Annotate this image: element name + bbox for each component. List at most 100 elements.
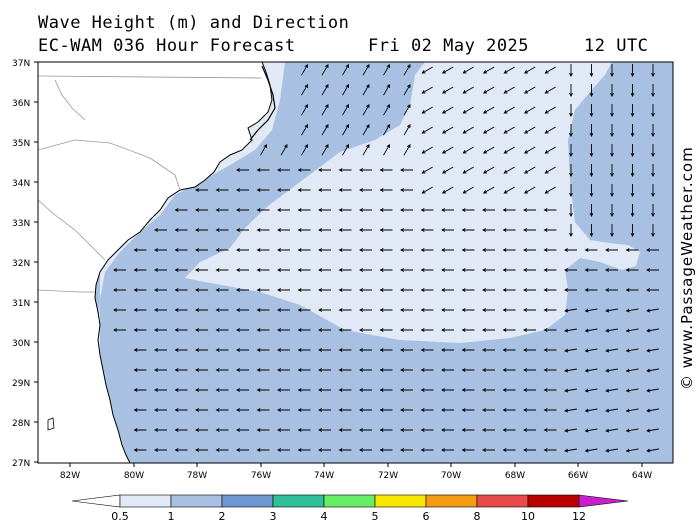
legend-swatch [527,494,580,508]
wave-arrow [441,208,454,212]
wave-arrow [441,308,454,312]
wave-arrow [564,368,577,373]
wave-arrow [400,448,413,452]
wave-arrow [420,388,434,392]
wave-arrow [379,428,393,432]
wave-arrow [362,123,370,136]
wave-arrow [584,328,598,333]
wave-arrow [256,168,270,172]
wave-arrow [359,208,372,212]
wave-arrow [564,408,577,413]
wave-direction-arrows [113,63,659,453]
wave-arrow [441,328,454,332]
wave-arrow [482,288,495,292]
wave-arrow [523,448,536,452]
wave-arrow [403,103,411,116]
wave-arrow [236,228,249,232]
wave-arrow [502,308,516,312]
wave-arrow [461,348,475,352]
wave-arrow [523,66,536,74]
wave-arrow [154,248,167,252]
wave-arrow [113,268,126,272]
wave-arrow [236,268,249,272]
wave-arrow [338,408,352,412]
wave-arrow [544,146,556,154]
lat-label: 30N [12,339,30,349]
wave-arrow [297,248,311,252]
wave-arrow [342,103,349,116]
lat-label: 33N [12,219,30,229]
wave-arrow [400,208,413,212]
wave-arrow [420,288,434,292]
wave-arrow [236,348,249,352]
longitude-labels: 82W 80W 78W 76W 74W 72W 70W 68W 66W 64W [60,471,652,481]
wave-arrow [400,288,413,292]
wave-arrow [421,166,433,174]
wave-arrow [133,408,147,412]
wave-arrow [420,308,434,312]
wave-arrow [174,328,188,332]
lat-label: 31N [12,299,30,309]
wave-arrow [605,428,618,433]
wave-arrow [400,328,413,332]
wave-arrow [569,144,573,157]
wave-arrow [154,308,167,312]
wave-arrow [482,126,495,134]
wave-arrow [195,288,208,292]
wave-arrow [605,348,618,353]
wave-arrow [133,268,147,272]
wave-arrow [651,64,655,77]
wave-arrow [400,248,413,252]
wave-arrow [400,408,413,412]
wave-arrow [195,268,208,272]
wave-arrow [584,288,598,292]
wave-arrow [503,86,515,94]
lon-label: 64W [632,471,652,481]
wave-height-legend [71,494,629,508]
wave-arrow [610,84,614,97]
wave-arrow [256,268,270,272]
legend-swatch [170,494,223,508]
wave-arrow [236,428,249,432]
wave-arrow [277,288,290,292]
wave-arrow [503,106,515,114]
wave-arrow [482,228,495,232]
wave-arrow [523,228,536,232]
wave-arrow [610,124,614,137]
wave-arrow [441,166,454,174]
wave-arrow [318,328,331,332]
wave-arrow [236,188,249,192]
wave-arrow [441,348,454,352]
wave-arrow [420,268,434,272]
wave-arrow [400,348,413,352]
wave-arrow [462,66,474,74]
wave-arrow [301,63,308,76]
wave-arrow [502,448,516,452]
wave-arrow [610,204,614,217]
wave-arrow [625,328,639,333]
wave-arrow [482,166,495,174]
wave-arrow [584,388,598,393]
wave-arrow [338,208,352,212]
wave-arrow [646,268,659,272]
wave-arrow [277,328,290,332]
wave-arrow [482,106,495,114]
wave-arrow [584,408,598,413]
wave-arrow [503,66,515,74]
wave-arrow [277,248,290,252]
wave-arrow [482,428,495,432]
wave-arrow [651,124,655,137]
wave-arrow [260,143,267,156]
wave-arrow [569,224,573,237]
wave-arrow [625,408,639,413]
wave-arrow [403,143,411,156]
wave-arrow [543,448,557,452]
wave-arrow [321,83,329,96]
wave-arrow [461,388,475,392]
wave-arrow [544,126,556,134]
wave-arrow [342,143,349,156]
wave-arrow [589,224,594,237]
wave-arrow [215,368,229,372]
wave-arrow [174,408,188,412]
wave-arrow [297,308,311,312]
